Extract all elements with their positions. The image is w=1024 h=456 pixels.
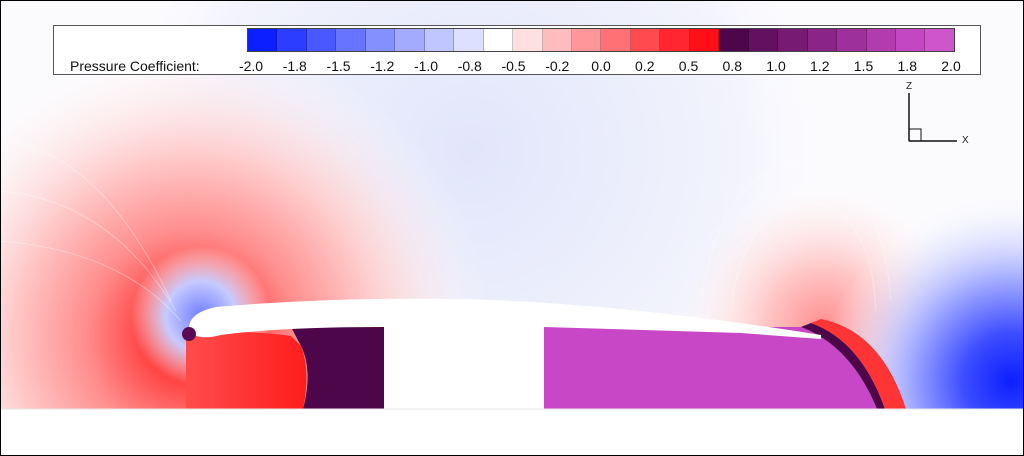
- colorbar-swatch: [719, 29, 749, 51]
- colorbar-tick-label: -2.0: [238, 58, 264, 74]
- colorbar-swatch: [483, 29, 514, 51]
- colorbar-swatch: [395, 29, 425, 51]
- colorbar-swatch: [660, 29, 690, 51]
- colorbar-swatch: [837, 29, 867, 51]
- airfoil-body: [188, 298, 821, 339]
- colorbar-swatch: [248, 29, 278, 51]
- colorbar-tick-label: 2.0: [941, 58, 961, 74]
- channel-gap: [384, 327, 544, 411]
- colorbar-swatch: [571, 29, 602, 51]
- colorbar-swatch: [689, 29, 720, 51]
- colorbar-swatch: [424, 29, 455, 51]
- colorbar-swatch: [925, 29, 954, 51]
- colorbar-tick-label: 0.5: [678, 58, 699, 74]
- colorbar-tick-label: 1.8: [897, 58, 917, 74]
- colorbar-tick-label: 1.2: [810, 58, 830, 74]
- x-axis-label: X: [962, 135, 969, 146]
- leading-edge-point: [182, 327, 196, 341]
- colorbar-swatch: [895, 29, 926, 51]
- colorbar-swatch: [807, 29, 838, 51]
- colorbar-swatch: [866, 29, 896, 51]
- axis-triad: Z X: [891, 79, 981, 159]
- colorbar-tick-label: -0.8: [457, 58, 482, 74]
- colorbar-swatch: [365, 29, 396, 51]
- colorbar-tick-label: 1.5: [853, 58, 874, 74]
- colorbar-swatch: [601, 29, 631, 51]
- z-axis-label: Z: [906, 81, 913, 92]
- colorbar-swatch: [277, 29, 307, 51]
- colorbar-swatch: [748, 29, 779, 51]
- colorbar-swatch: [306, 29, 337, 51]
- colorbar-tick-label: 0.2: [635, 58, 655, 74]
- colorbar-swatch: [454, 29, 484, 51]
- colorbar-tick-label: -0.5: [501, 58, 526, 74]
- colorbar-legend: Pressure Coefficient: -2.0 -1.8 -1.5 -1.2 -1…: [53, 25, 981, 75]
- high-pressure-region-left: [291, 327, 384, 409]
- colorbar-swatch: [513, 29, 543, 51]
- colorbar-swatch: [778, 29, 808, 51]
- ground-plane: [1, 409, 1023, 455]
- colorbar-tick-label: -1.0: [413, 58, 439, 74]
- colorbar-swatch: [336, 29, 366, 51]
- colorbar-tick-label: 1.0: [766, 58, 786, 74]
- colorbar-tick-label: -1.5: [326, 58, 351, 74]
- high-pressure-region-right: [544, 327, 877, 409]
- colorbar-title: Pressure Coefficient:: [70, 58, 200, 74]
- axis-triad-icon: [908, 93, 957, 142]
- colorbar-tick-label: 0.0: [591, 58, 611, 74]
- colorbar-tick-label: 0.8: [722, 58, 742, 74]
- colorbar-tick-label: -1.2: [370, 58, 395, 74]
- colorbar: [247, 28, 955, 52]
- colorbar-tick-label: -1.8: [282, 58, 307, 74]
- colorbar-swatch: [630, 29, 661, 51]
- colorbar-tick-label: -0.2: [545, 58, 570, 74]
- colorbar-swatch: [542, 29, 572, 51]
